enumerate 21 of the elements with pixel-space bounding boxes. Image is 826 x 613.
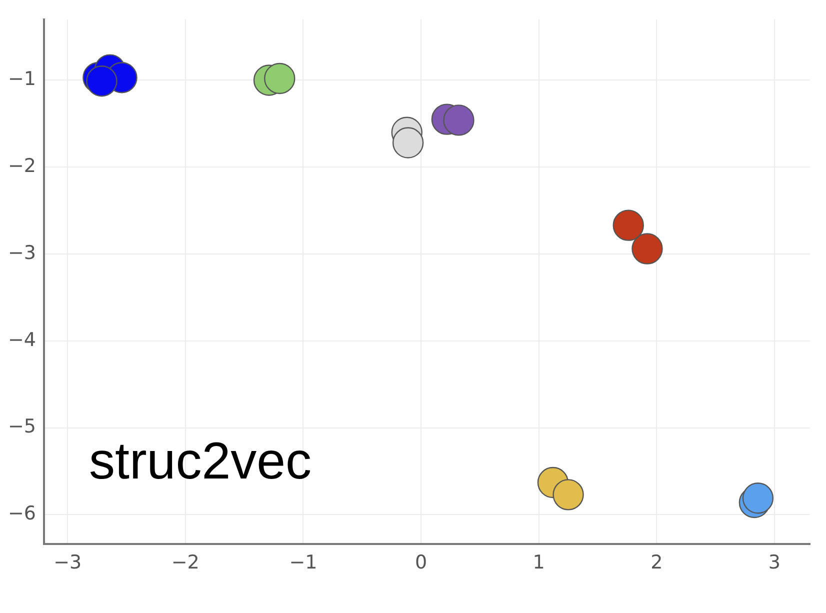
point [443, 104, 474, 136]
point [632, 233, 663, 264]
y-tick-label: −6 [8, 502, 36, 525]
x-tick-label: 2 [650, 552, 663, 574]
x-tick-label: 1 [532, 552, 545, 574]
x-tick-label: 3 [768, 552, 781, 574]
x-tick-label: −1 [289, 552, 318, 574]
annotation: struc2vec [89, 432, 312, 491]
x-tick-label: 0 [414, 552, 428, 574]
y-tick-label: −4 [8, 328, 36, 351]
point [612, 210, 644, 241]
point [552, 479, 584, 510]
y-tick-label: −5 [8, 416, 36, 438]
x-tick-label: −2 [171, 552, 200, 574]
x-tick-label: −3 [54, 552, 82, 574]
point [742, 482, 774, 514]
y-tick-label: −3 [8, 242, 36, 264]
y-tick-label: −1 [8, 68, 36, 90]
y-tick-label: −2 [8, 155, 36, 178]
point [264, 62, 296, 94]
point [392, 127, 424, 158]
